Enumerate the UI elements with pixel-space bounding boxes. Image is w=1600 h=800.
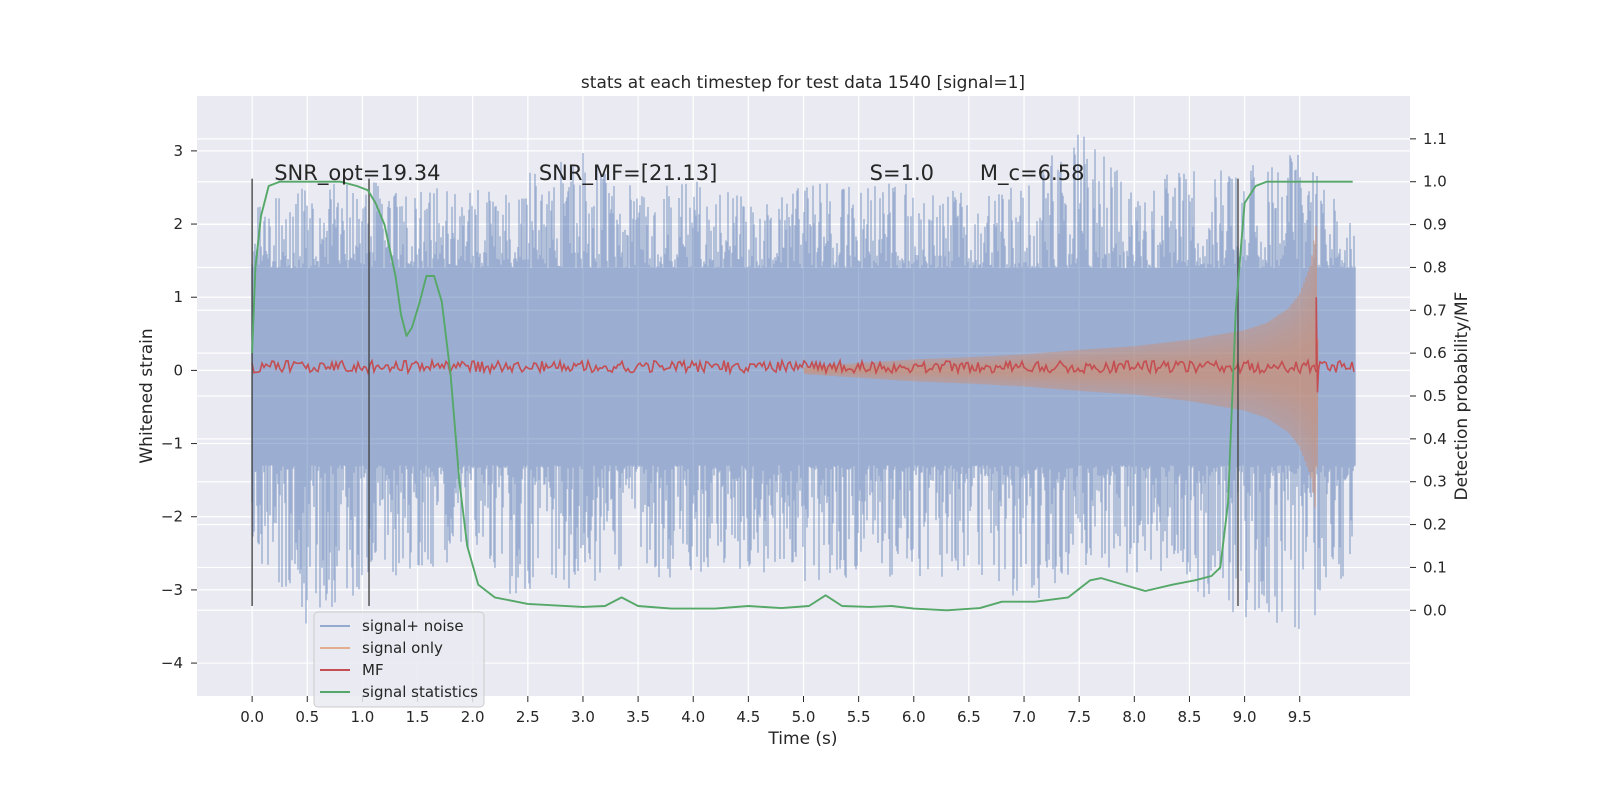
y-right-tick-label: 1.1 xyxy=(1423,130,1447,148)
legend-label: signal only xyxy=(362,639,443,657)
y-right-tick-label: 0.4 xyxy=(1423,430,1447,448)
y-left-tick-label: −1 xyxy=(161,435,183,453)
x-tick-label: 6.5 xyxy=(957,708,981,726)
y-left-tick-label: −3 xyxy=(161,581,183,599)
y-left-tick-label: −4 xyxy=(161,654,183,672)
x-tick-label: 3.5 xyxy=(626,708,650,726)
y-right-tick-label: 0.1 xyxy=(1423,558,1447,576)
x-tick-label: 7.0 xyxy=(1012,708,1036,726)
y-right-tick-label: 0.0 xyxy=(1423,601,1447,619)
x-tick-label: 2.0 xyxy=(461,708,485,726)
x-tick-label: 5.0 xyxy=(792,708,816,726)
y-left-axis-title: Whitened strain xyxy=(137,328,157,463)
x-tick-label: 4.5 xyxy=(736,708,760,726)
x-tick-label: 8.5 xyxy=(1178,708,1202,726)
x-axis-title: Time (s) xyxy=(767,729,837,749)
annotation-2: SNR_MF=[21.13] xyxy=(539,161,717,186)
annotation-1: SNR_opt=19.34 xyxy=(274,161,440,186)
series-signal-only xyxy=(803,225,1319,508)
x-tick-label: 4.0 xyxy=(681,708,705,726)
mf-spike xyxy=(1315,297,1320,393)
y-right-tick-label: 1.0 xyxy=(1423,173,1447,191)
x-tick-label: 8.0 xyxy=(1122,708,1146,726)
x-tick-label: 2.5 xyxy=(516,708,540,726)
y-right-axis-title: Detection probability/MF xyxy=(1452,292,1472,501)
x-tick-label: 7.5 xyxy=(1067,708,1091,726)
x-tick-label: 5.5 xyxy=(847,708,871,726)
y-right-tick-label: 0.8 xyxy=(1423,258,1447,276)
x-tick-label: 1.5 xyxy=(406,708,430,726)
y-right-tick-label: 0.6 xyxy=(1423,344,1447,362)
y-right-tick-label: 0.9 xyxy=(1423,216,1447,234)
x-tick-label: 6.0 xyxy=(902,708,926,726)
y-right-tick-label: 0.3 xyxy=(1423,473,1447,491)
y-right-tick-label: 0.2 xyxy=(1423,516,1447,534)
x-tick-label: 1.0 xyxy=(350,708,374,726)
axes: 0.0 0.5 1.0 1.5 2.0 2.5 3.0 3.5 4.0 4.5 5.0 5.5 6.0 6… xyxy=(161,130,1447,726)
annotation-4: M_c=6.58 xyxy=(980,161,1085,186)
y-right-tick-label: 0.7 xyxy=(1423,301,1447,319)
legend-label: MF xyxy=(362,661,384,679)
annotation-3: S=1.0 xyxy=(870,161,934,185)
series-mf xyxy=(251,357,1355,376)
series-signal-statistics xyxy=(251,180,1353,612)
x-tick-label: 9.5 xyxy=(1288,708,1312,726)
legend-label: signal statistics xyxy=(362,683,478,701)
overlay-layer: SNR_opt=19.34 SNR_MF=[21.13] S=1.0 M_c=6.58 xyxy=(251,161,1353,612)
x-tick-label: 9.0 xyxy=(1233,708,1257,726)
y-left-tick-label: 3 xyxy=(173,142,183,160)
y-left-tick-label: −2 xyxy=(161,508,183,526)
y-left-tick-label: 0 xyxy=(173,361,183,379)
x-tick-label: 0.0 xyxy=(240,708,264,726)
data-layer xyxy=(251,134,1356,629)
x-tick-label: 0.5 xyxy=(295,708,319,726)
legend-label: signal+ noise xyxy=(362,617,464,635)
legend-box xyxy=(313,611,485,708)
legend: signal+ noise signal only MF signal statist… xyxy=(313,611,485,708)
y-left-tick-label: 1 xyxy=(173,288,183,306)
x-tick-label: 3.0 xyxy=(571,708,595,726)
chart-title: stats at each timestep for test data 154… xyxy=(581,73,1025,93)
y-left-tick-label: 2 xyxy=(173,215,183,233)
y-right-tick-label: 0.5 xyxy=(1423,387,1447,405)
